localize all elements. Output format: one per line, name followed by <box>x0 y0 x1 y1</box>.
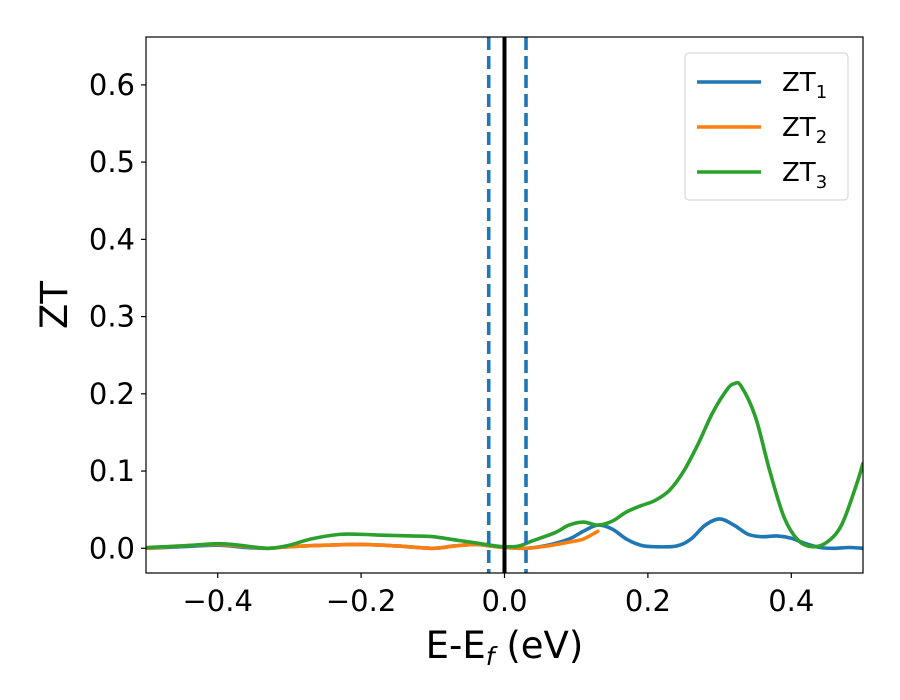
x-axis-label: E-Ef (eV) <box>426 624 584 671</box>
legend-label-3: ZT3 <box>782 158 827 193</box>
x-tick-label: 0.2 <box>625 584 671 618</box>
x-tick-label: −0.2 <box>326 584 396 618</box>
y-tick-label: 0.5 <box>89 145 135 179</box>
y-tick-label: 0.3 <box>89 300 135 334</box>
y-tick-label: 0.1 <box>89 454 135 488</box>
x-axis-label-main: E-E <box>426 624 486 667</box>
y-tick-label: 0.4 <box>89 222 135 256</box>
x-tick-label: −0.4 <box>182 584 252 618</box>
legend-label-2: ZT2 <box>782 113 827 148</box>
y-tick-label: 0.2 <box>89 377 135 411</box>
x-axis-label-unit: (eV) <box>495 624 584 667</box>
series-line-3 <box>146 380 863 551</box>
y-tick-label: 0.0 <box>89 531 135 565</box>
x-axis: −0.4 −0.2 0.0 0.2 0.4 <box>182 573 814 618</box>
series-layer <box>146 380 863 551</box>
y-axis-label: ZT <box>33 281 76 329</box>
legend-box <box>684 52 849 201</box>
vertical-lines <box>486 37 528 573</box>
legend: ZT1 ZT2 ZT3 <box>684 52 849 201</box>
y-axis: 0.0 0.1 0.2 0.3 0.4 0.5 0.6 <box>89 68 146 565</box>
x-tick-label: 0.4 <box>768 584 814 618</box>
x-tick-label: 0.0 <box>481 584 527 618</box>
legend-label-1: ZT1 <box>782 68 827 103</box>
y-tick-label: 0.6 <box>89 68 135 102</box>
